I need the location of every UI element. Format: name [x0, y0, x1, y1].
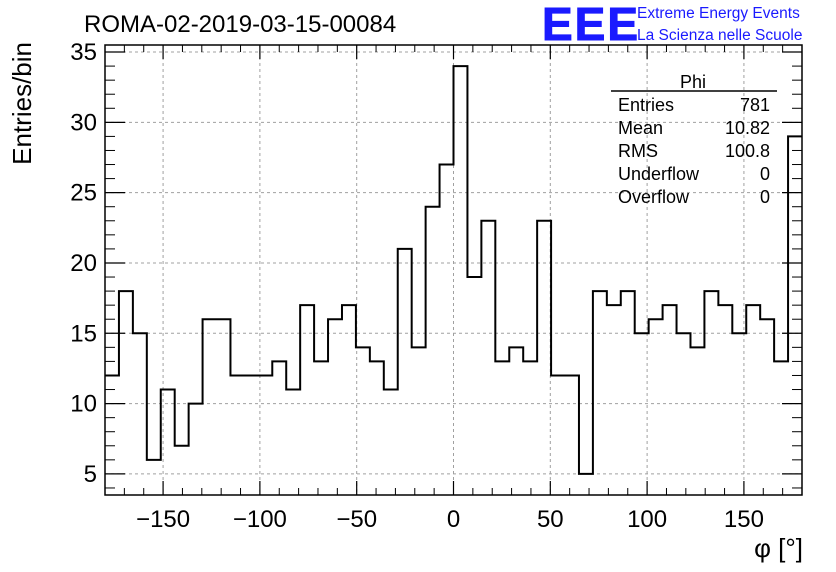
- histogram-bin: [189, 404, 203, 495]
- x-tick-label: 0: [447, 506, 460, 533]
- y-tick-label: 35: [70, 39, 97, 66]
- histogram-bin: [621, 291, 635, 495]
- histogram-bin: [607, 305, 621, 495]
- histogram-bin: [565, 375, 579, 495]
- histogram-bin: [105, 375, 119, 495]
- histogram-bin: [746, 305, 760, 495]
- histogram-bin: [244, 375, 258, 495]
- histogram-bin: [454, 66, 468, 495]
- y-tick-label: 5: [84, 461, 97, 488]
- stats-value-entries: 781: [740, 95, 770, 115]
- histogram-bin: [635, 333, 649, 495]
- histogram-bin: [119, 291, 133, 495]
- histogram-bin: [384, 390, 398, 495]
- org-name-line1: Extreme Energy Events: [637, 5, 800, 22]
- histogram-bin: [161, 390, 175, 495]
- histogram-bin: [133, 333, 147, 495]
- x-tick-label: −150: [136, 506, 190, 533]
- x-tick-label: 100: [627, 506, 667, 533]
- eee-logo: EEE: [542, 0, 640, 50]
- histogram-bin: [272, 361, 286, 495]
- tick-labels: −150 −100 −50 0 50 100 150 5 10 15 20 25 30 35: [70, 39, 764, 533]
- histogram-bin: [649, 319, 663, 495]
- histogram-bin: [370, 361, 384, 495]
- x-tick-label: 50: [537, 506, 564, 533]
- histogram-bin: [426, 207, 440, 495]
- axis-ticks: [105, 45, 803, 495]
- histogram-bin: [328, 319, 342, 495]
- stats-title: Phi: [680, 72, 706, 92]
- x-axis-label: φ [°]: [754, 533, 803, 563]
- histogram-bin: [230, 375, 244, 495]
- x-tick-label: −100: [233, 506, 287, 533]
- histogram-bin: [495, 361, 509, 495]
- y-tick-label: 15: [70, 320, 97, 347]
- histogram-bin: [774, 361, 788, 495]
- histogram-bin: [300, 305, 314, 495]
- histogram-series: [105, 65, 802, 495]
- histogram-bin: [704, 291, 718, 495]
- histogram-outline: [105, 65, 802, 475]
- histogram-bin: [203, 319, 217, 495]
- histogram-bin: [537, 221, 551, 495]
- histogram-bin: [579, 474, 593, 495]
- histogram-bin: [175, 446, 189, 495]
- y-axis-label: Entries/bin: [7, 42, 37, 165]
- histogram-bin: [663, 305, 677, 495]
- histogram-bin: [398, 249, 412, 495]
- x-tick-label: 150: [724, 506, 764, 533]
- y-tick-label: 10: [70, 391, 97, 418]
- stats-value-overflow: 0: [760, 187, 770, 207]
- stats-box: Phi Entries 781 Mean 10.82 RMS 100.8 Und…: [611, 72, 777, 207]
- histogram-bin: [342, 305, 356, 495]
- histogram-bin: [732, 333, 746, 495]
- histogram-bin: [677, 333, 691, 495]
- histogram-bin: [509, 347, 523, 495]
- x-tick-label: −50: [336, 506, 377, 533]
- histogram-bin: [718, 305, 732, 495]
- histogram-bin: [788, 136, 802, 495]
- stats-label-rms: RMS: [618, 141, 658, 161]
- stats-label-overflow: Overflow: [618, 187, 690, 207]
- stats-value-underflow: 0: [760, 164, 770, 184]
- histogram-bin: [356, 347, 370, 495]
- histogram-bin: [481, 221, 495, 495]
- stats-label-mean: Mean: [618, 118, 663, 138]
- org-name-line2: La Scienza nelle Scuole: [637, 27, 802, 44]
- y-tick-label: 20: [70, 250, 97, 277]
- histogram-bin: [551, 375, 565, 495]
- histogram-bin: [593, 291, 607, 495]
- histogram-bin: [690, 347, 704, 495]
- stats-label-underflow: Underflow: [618, 164, 700, 184]
- y-tick-label: 30: [70, 109, 97, 136]
- histogram-bin: [412, 347, 426, 495]
- histogram-bin: [147, 460, 161, 495]
- histogram-bin: [217, 319, 231, 495]
- chart-title: ROMA-02-2019-03-15-00084: [84, 11, 396, 38]
- histogram-bin: [440, 165, 454, 495]
- y-tick-label: 25: [70, 180, 97, 207]
- histogram-bin: [286, 390, 300, 495]
- histogram-bin: [258, 375, 272, 495]
- stats-value-rms: 100.8: [725, 141, 770, 161]
- histogram-bin: [760, 319, 774, 495]
- stats-value-mean: 10.82: [725, 118, 770, 138]
- histogram-bin: [314, 361, 328, 495]
- stats-label-entries: Entries: [618, 95, 674, 115]
- histogram-bin: [523, 361, 537, 495]
- histogram-bin: [467, 277, 481, 495]
